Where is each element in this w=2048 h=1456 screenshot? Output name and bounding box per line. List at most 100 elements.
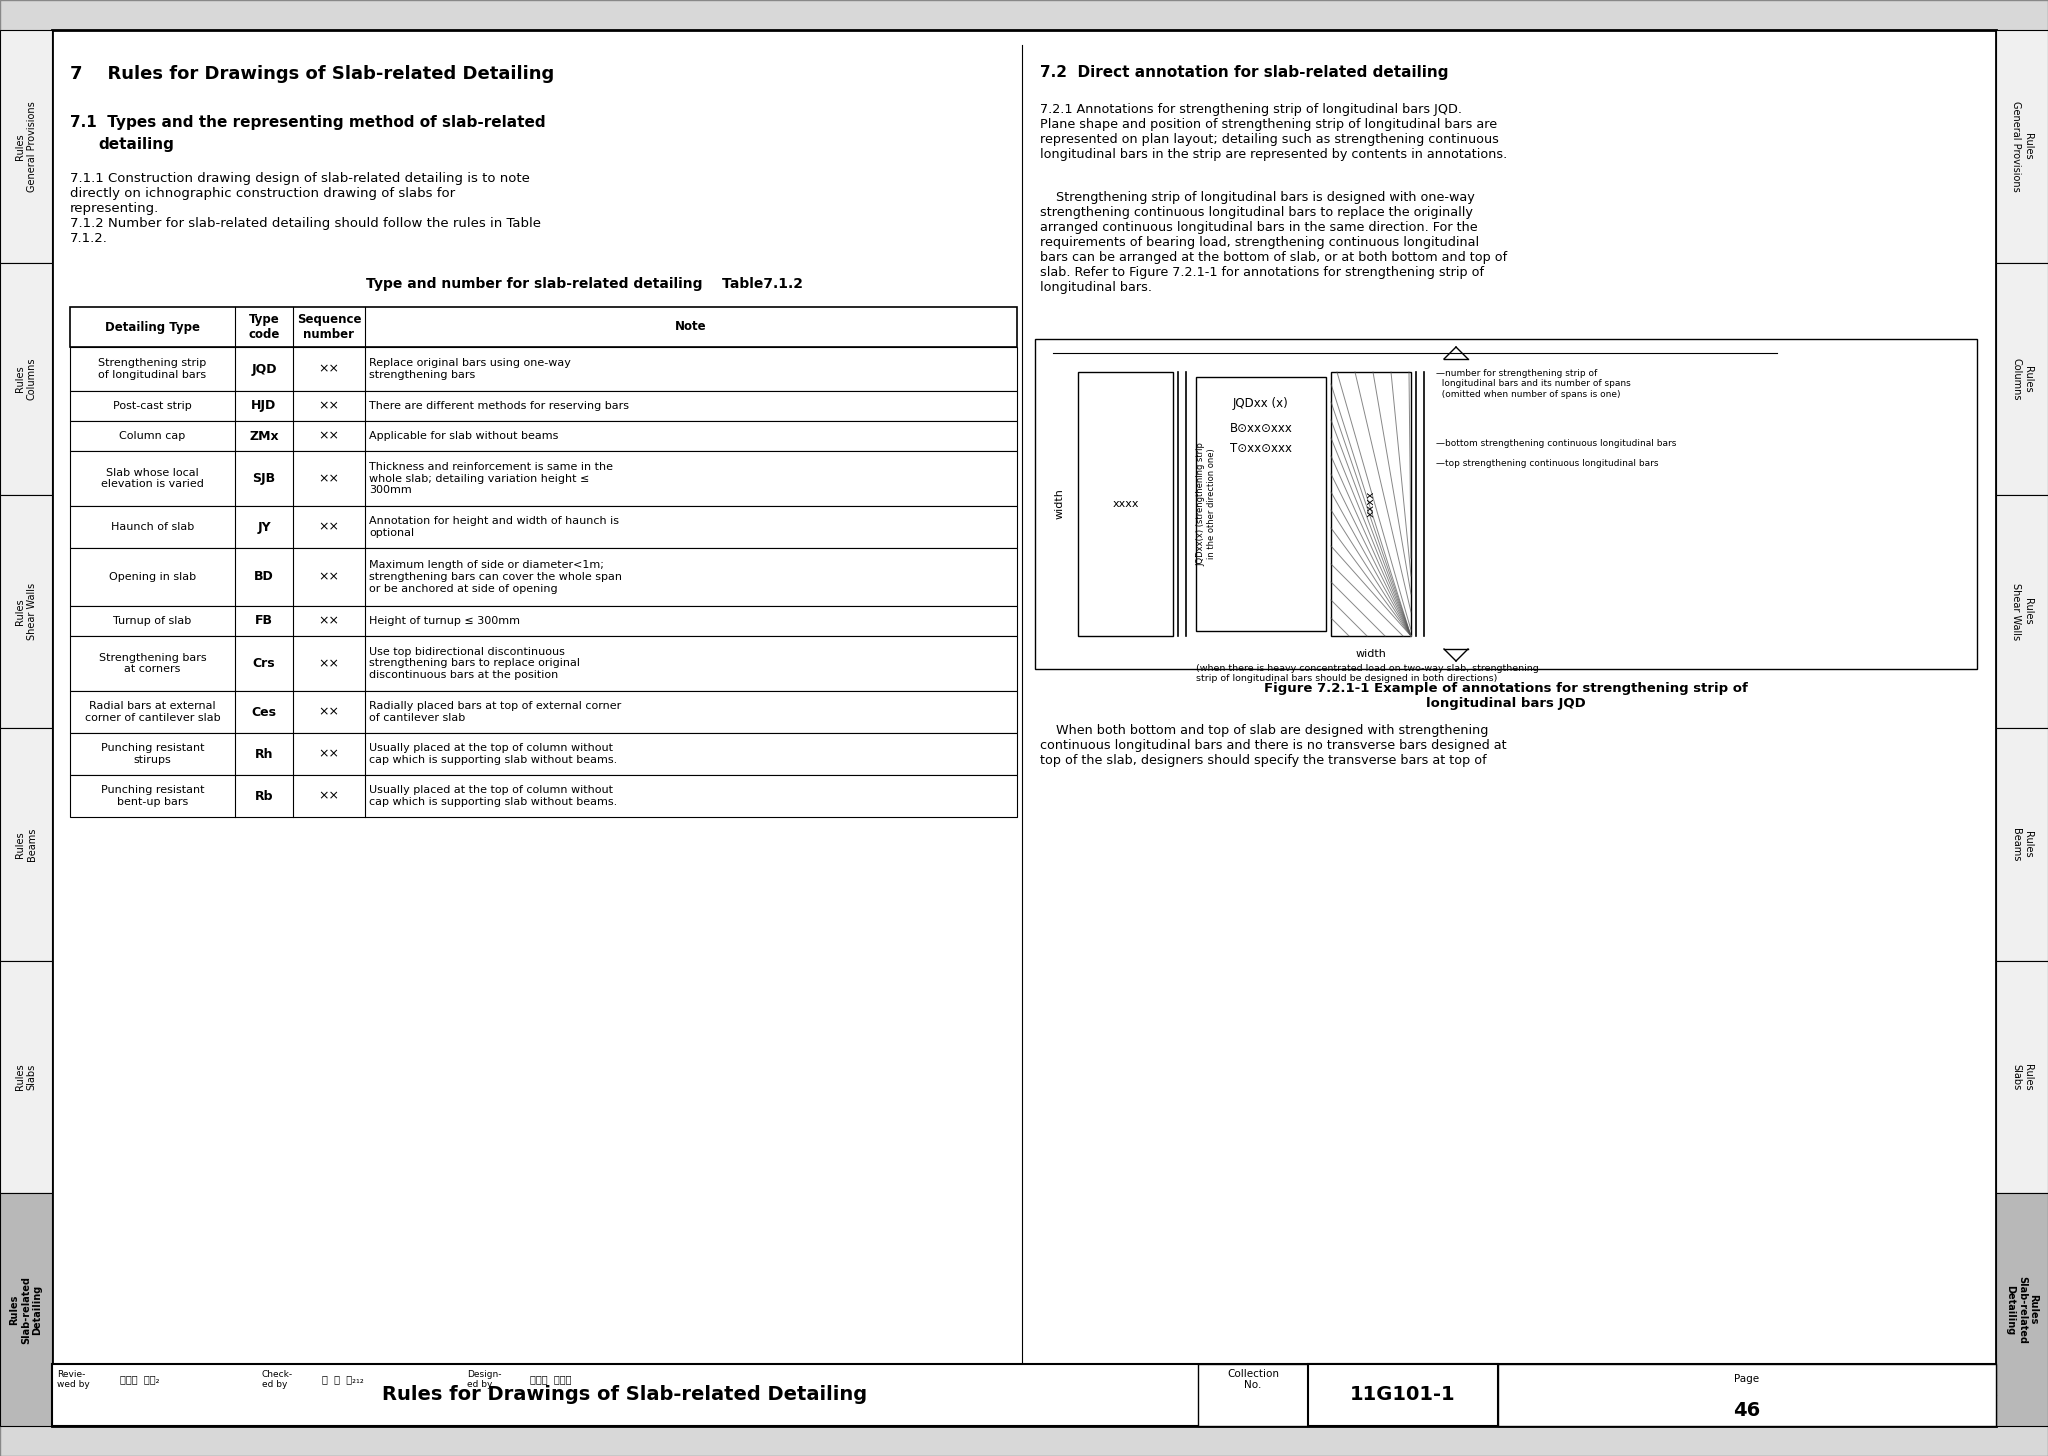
Bar <box>1331 371 1411 636</box>
Text: Sequence
number: Sequence number <box>297 313 360 341</box>
Bar <box>70 451 1018 507</box>
Text: width: width <box>1356 649 1386 660</box>
Text: 高志强  王主渡: 高志强 王主渡 <box>530 1374 571 1385</box>
Text: Ces: Ces <box>252 706 276 718</box>
Text: Crs: Crs <box>252 657 274 670</box>
Text: Figure 7.2.1-1 Example of annotations for strengthening strip of
longitudinal ba: Figure 7.2.1-1 Example of annotations fo… <box>1264 681 1747 711</box>
Text: Rules
Slab-related
Detailing: Rules Slab-related Detailing <box>10 1275 43 1344</box>
Text: Maximum length of side or diameter<1m;
strengthening bars can cover the whole sp: Maximum length of side or diameter<1m; s… <box>369 561 623 594</box>
Text: T⊙xx⊙xxx: T⊙xx⊙xxx <box>1231 443 1292 454</box>
Text: Rules
Columns: Rules Columns <box>14 358 37 400</box>
Text: Thickness and reinforcement is same in the
whole slab; detailing variation heigh: Thickness and reinforcement is same in t… <box>369 462 612 495</box>
Text: Rules
General Provisions: Rules General Provisions <box>2011 100 2034 192</box>
Text: Annotation for height and width of haunch is
optional: Annotation for height and width of haunc… <box>369 517 618 537</box>
Text: SJB: SJB <box>252 472 276 485</box>
Text: ××: ×× <box>319 706 340 718</box>
Text: Detailing Type: Detailing Type <box>104 320 201 333</box>
Text: Type
code: Type code <box>248 313 281 341</box>
Text: —bottom strengthening continuous longitudinal bars: —bottom strengthening continuous longitu… <box>1436 440 1677 448</box>
Text: B⊙xx⊙xxx: B⊙xx⊙xxx <box>1229 422 1292 435</box>
Text: 7.1.1 Construction drawing design of slab-related detailing is to note
directly : 7.1.1 Construction drawing design of sla… <box>70 172 541 245</box>
Bar <box>1997 728 2048 961</box>
Text: ××: ×× <box>319 614 340 628</box>
Text: Opening in slab: Opening in slab <box>109 572 197 582</box>
Text: ××: ×× <box>319 571 340 584</box>
Text: Rules
Slab-related
Detailing: Rules Slab-related Detailing <box>2005 1275 2038 1344</box>
Text: Punching resistant
stirups: Punching resistant stirups <box>100 743 205 764</box>
Bar <box>51 1364 1997 1425</box>
Bar <box>1309 1364 1497 1425</box>
Text: Punching resistant
bent-up bars: Punching resistant bent-up bars <box>100 785 205 807</box>
Bar <box>70 732 1018 775</box>
Text: Height of turnup ≤ 300mm: Height of turnup ≤ 300mm <box>369 616 520 626</box>
Text: 7.2  Direct annotation for slab-related detailing: 7.2 Direct annotation for slab-related d… <box>1040 66 1448 80</box>
Text: Use top bidirectional discontinuous
strengthening bars to replace original
disco: Use top bidirectional discontinuous stre… <box>369 646 580 680</box>
Text: There are different methods for reserving bars: There are different methods for reservin… <box>369 400 629 411</box>
Text: Rules
Slabs: Rules Slabs <box>14 1064 37 1091</box>
Text: When both bottom and top of slab are designed with strengthening
continuous long: When both bottom and top of slab are des… <box>1040 724 1507 767</box>
Text: Strengthening strip
of longitudinal bars: Strengthening strip of longitudinal bars <box>98 358 207 380</box>
Text: xxxx: xxxx <box>1112 499 1139 510</box>
Text: xxxx: xxxx <box>1366 491 1376 517</box>
Text: Rules
General Provisions: Rules General Provisions <box>14 100 37 192</box>
Text: Rules
Beams: Rules Beams <box>2011 827 2034 860</box>
Bar <box>0 961 51 1194</box>
Bar <box>1077 371 1174 636</box>
Bar <box>0 1194 51 1425</box>
Text: Column cap: Column cap <box>119 431 186 441</box>
Text: ××: ×× <box>319 789 340 802</box>
Bar <box>70 775 1018 817</box>
Text: JQD: JQD <box>252 363 276 376</box>
Text: 7    Rules for Drawings of Slab-related Detailing: 7 Rules for Drawings of Slab-related Det… <box>70 66 555 83</box>
Text: Radially placed bars at top of external corner
of cantilever slab: Radially placed bars at top of external … <box>369 702 621 722</box>
Text: Rules
Beams: Rules Beams <box>14 827 37 860</box>
Bar <box>70 547 1018 606</box>
Bar <box>0 262 51 495</box>
Bar <box>1497 1364 1997 1425</box>
Bar <box>1198 1364 1309 1425</box>
Text: Post-cast strip: Post-cast strip <box>113 400 193 411</box>
Text: Slab whose local
elevation is varied: Slab whose local elevation is varied <box>100 467 205 489</box>
Text: (when there is heavy concentrated load on two-way slab, strengthening
strip of l: (when there is heavy concentrated load o… <box>1196 664 1538 683</box>
Text: Collection
No.: Collection No. <box>1227 1369 1280 1390</box>
Text: ××: ×× <box>319 657 340 670</box>
Bar <box>1196 377 1325 630</box>
Text: Usually placed at the top of column without
cap which is supporting slab without: Usually placed at the top of column with… <box>369 785 616 807</box>
Text: Replace original bars using one-way
strengthening bars: Replace original bars using one-way stre… <box>369 358 571 380</box>
Text: BD: BD <box>254 571 274 584</box>
Text: ZMx: ZMx <box>250 430 279 443</box>
Text: 11G101-1: 11G101-1 <box>1350 1386 1456 1405</box>
Bar <box>1997 1194 2048 1425</box>
Bar <box>0 728 51 961</box>
Bar <box>1997 31 2048 262</box>
Text: ××: ×× <box>319 747 340 760</box>
Text: Rh: Rh <box>254 747 272 760</box>
Bar <box>1997 961 2048 1194</box>
Text: —number for strengthening strip of
  longitudinal bars and its number of spans
 : —number for strengthening strip of longi… <box>1436 368 1630 399</box>
Bar <box>70 392 1018 421</box>
Text: —top strengthening continuous longitudinal bars: —top strengthening continuous longitudin… <box>1436 459 1659 467</box>
Text: Usually placed at the top of column without
cap which is supporting slab without: Usually placed at the top of column with… <box>369 743 616 764</box>
Bar <box>70 692 1018 732</box>
Text: Revie-
wed by: Revie- wed by <box>57 1370 90 1389</box>
Text: 7.1  Types and the representing method of slab-related: 7.1 Types and the representing method of… <box>70 115 545 130</box>
Text: FB: FB <box>256 614 272 628</box>
Text: 刘  敏  刈₂₁₂: 刘 敏 刈₂₁₂ <box>322 1374 365 1385</box>
Bar <box>70 606 1018 636</box>
Text: ××: ×× <box>319 472 340 485</box>
Text: 46: 46 <box>1733 1401 1761 1420</box>
Text: 都银泉  扑川₂: 都银泉 扑川₂ <box>121 1374 160 1385</box>
Text: JQDxx (x): JQDxx (x) <box>1233 397 1288 411</box>
Text: Radial bars at external
corner of cantilever slab: Radial bars at external corner of cantil… <box>84 702 221 722</box>
Text: ××: ×× <box>319 363 340 376</box>
Bar <box>70 421 1018 451</box>
Text: Turnup of slab: Turnup of slab <box>113 616 193 626</box>
Text: 7.2.1 Annotations for strengthening strip of longitudinal bars JQD.
Plane shape : 7.2.1 Annotations for strengthening stri… <box>1040 103 1507 162</box>
Text: JQDxx(x) (strengthening strip
in the other direction one): JQDxx(x) (strengthening strip in the oth… <box>1196 443 1217 566</box>
Text: Applicable for slab without beams: Applicable for slab without beams <box>369 431 559 441</box>
Text: Strengthening bars
at corners: Strengthening bars at corners <box>98 652 207 674</box>
Bar <box>70 507 1018 547</box>
Bar <box>1034 339 1976 668</box>
Bar <box>1997 495 2048 728</box>
Text: Rules
Columns: Rules Columns <box>2011 358 2034 400</box>
